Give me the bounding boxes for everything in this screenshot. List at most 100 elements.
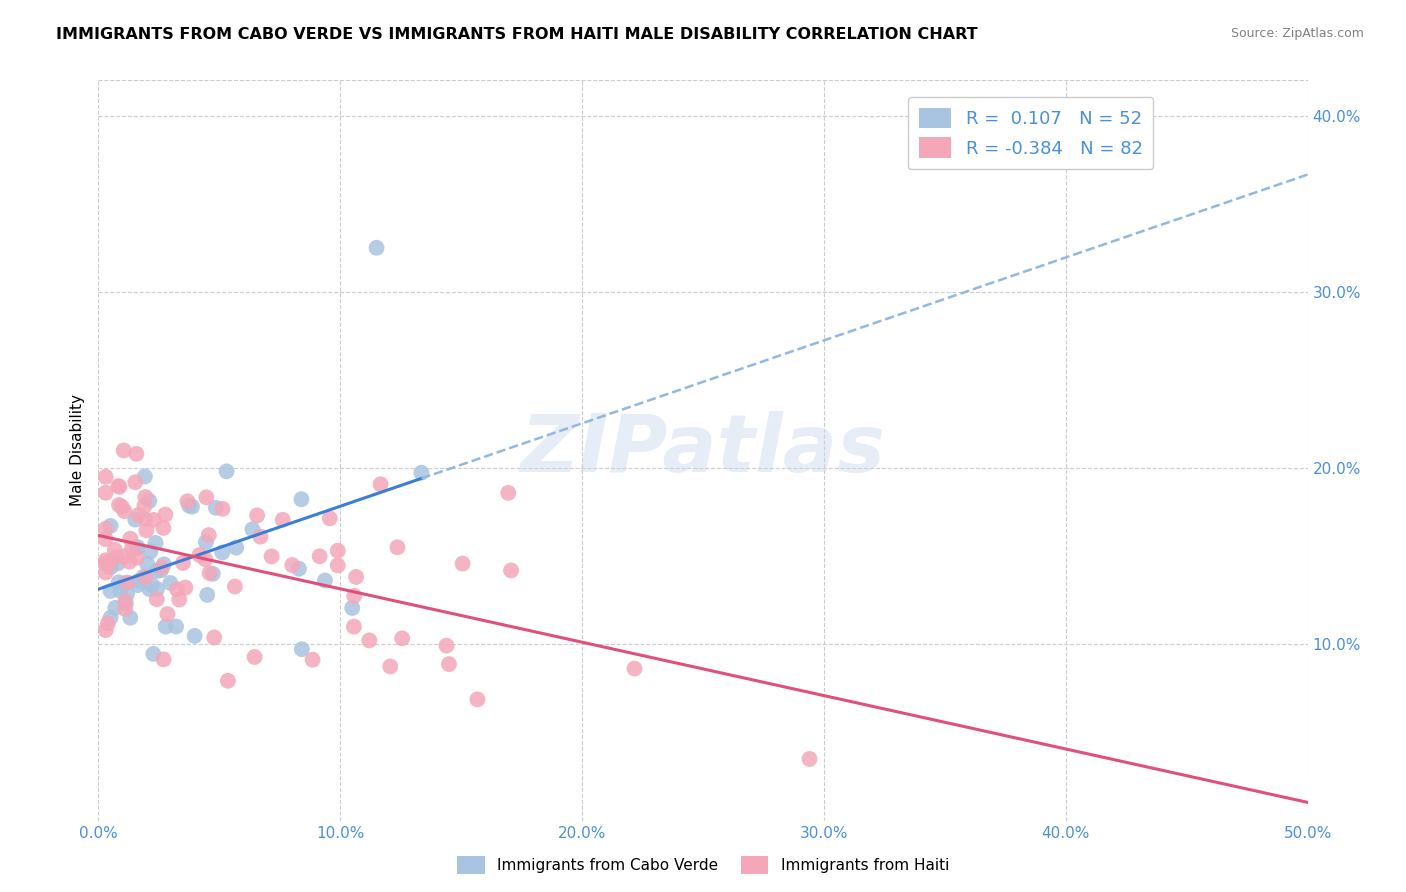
- Point: [242, 522, 264, 536]
- Point: [114, 549, 136, 563]
- Point: [127, 540, 149, 554]
- Point: [107, 575, 129, 590]
- Point: [181, 500, 204, 514]
- Point: [94, 532, 117, 546]
- Point: [94, 522, 117, 536]
- Point: [107, 479, 129, 493]
- Point: [623, 662, 645, 676]
- Point: [225, 541, 247, 555]
- Point: [110, 584, 132, 599]
- Point: [451, 557, 474, 571]
- Point: [117, 575, 139, 590]
- Point: [194, 535, 217, 549]
- Y-axis label: Male Disability: Male Disability: [69, 394, 84, 507]
- Point: [134, 490, 156, 504]
- Point: [146, 592, 169, 607]
- Point: [314, 574, 336, 588]
- Point: [243, 650, 266, 665]
- Point: [100, 583, 122, 598]
- Point: [134, 512, 156, 526]
- Point: [159, 576, 181, 591]
- Point: [411, 466, 433, 480]
- Point: [195, 588, 218, 602]
- Point: [134, 469, 156, 483]
- Point: [128, 508, 150, 522]
- Point: [104, 600, 127, 615]
- Point: [94, 485, 117, 500]
- Point: [141, 578, 163, 592]
- Point: [291, 642, 314, 657]
- Point: [114, 594, 136, 608]
- Text: Source: ZipAtlas.com: Source: ZipAtlas.com: [1230, 27, 1364, 40]
- Point: [387, 541, 409, 555]
- Point: [132, 570, 155, 584]
- Point: [138, 582, 160, 596]
- Point: [150, 563, 173, 577]
- Point: [142, 513, 165, 527]
- Point: [115, 586, 138, 600]
- Point: [94, 566, 117, 580]
- Point: [467, 692, 489, 706]
- Point: [172, 556, 194, 570]
- Point: [138, 494, 160, 508]
- Point: [198, 528, 221, 542]
- Point: [202, 631, 225, 645]
- Point: [217, 673, 239, 688]
- Point: [146, 582, 169, 596]
- Point: [136, 557, 159, 571]
- Point: [174, 581, 197, 595]
- Point: [146, 564, 169, 578]
- Point: [165, 619, 187, 633]
- Point: [319, 511, 342, 525]
- Point: [155, 508, 177, 522]
- Point: [124, 475, 146, 490]
- Point: [120, 611, 142, 625]
- Point: [188, 548, 211, 562]
- Point: [139, 544, 162, 558]
- Point: [127, 578, 149, 592]
- Point: [108, 498, 131, 512]
- Point: [198, 566, 221, 580]
- Point: [344, 570, 367, 584]
- Point: [201, 566, 224, 581]
- Point: [155, 620, 177, 634]
- Point: [100, 519, 122, 533]
- Point: [177, 499, 200, 513]
- Point: [120, 532, 142, 546]
- Point: [153, 558, 176, 572]
- Point: [194, 552, 217, 566]
- Point: [260, 549, 283, 564]
- Point: [326, 558, 349, 573]
- Point: [195, 491, 218, 505]
- Point: [100, 610, 122, 624]
- Point: [124, 513, 146, 527]
- Point: [128, 574, 150, 588]
- Point: [145, 536, 167, 550]
- Legend: R =  0.107   N = 52, R = -0.384   N = 82: R = 0.107 N = 52, R = -0.384 N = 82: [908, 96, 1153, 169]
- Point: [125, 541, 148, 555]
- Point: [359, 633, 381, 648]
- Point: [94, 553, 117, 567]
- Point: [343, 589, 366, 603]
- Point: [156, 607, 179, 621]
- Point: [496, 486, 519, 500]
- Point: [112, 443, 135, 458]
- Point: [114, 597, 136, 611]
- Point: [134, 499, 156, 513]
- Point: [135, 524, 157, 538]
- Point: [142, 647, 165, 661]
- Point: [94, 470, 117, 484]
- Point: [105, 550, 128, 565]
- Point: [98, 556, 121, 570]
- Point: [288, 562, 311, 576]
- Point: [343, 620, 366, 634]
- Point: [100, 555, 122, 569]
- Point: [271, 513, 294, 527]
- Point: [281, 558, 304, 573]
- Point: [114, 602, 136, 616]
- Point: [380, 659, 402, 673]
- Point: [340, 601, 363, 615]
- Point: [437, 657, 460, 671]
- Point: [100, 560, 122, 574]
- Point: [436, 639, 458, 653]
